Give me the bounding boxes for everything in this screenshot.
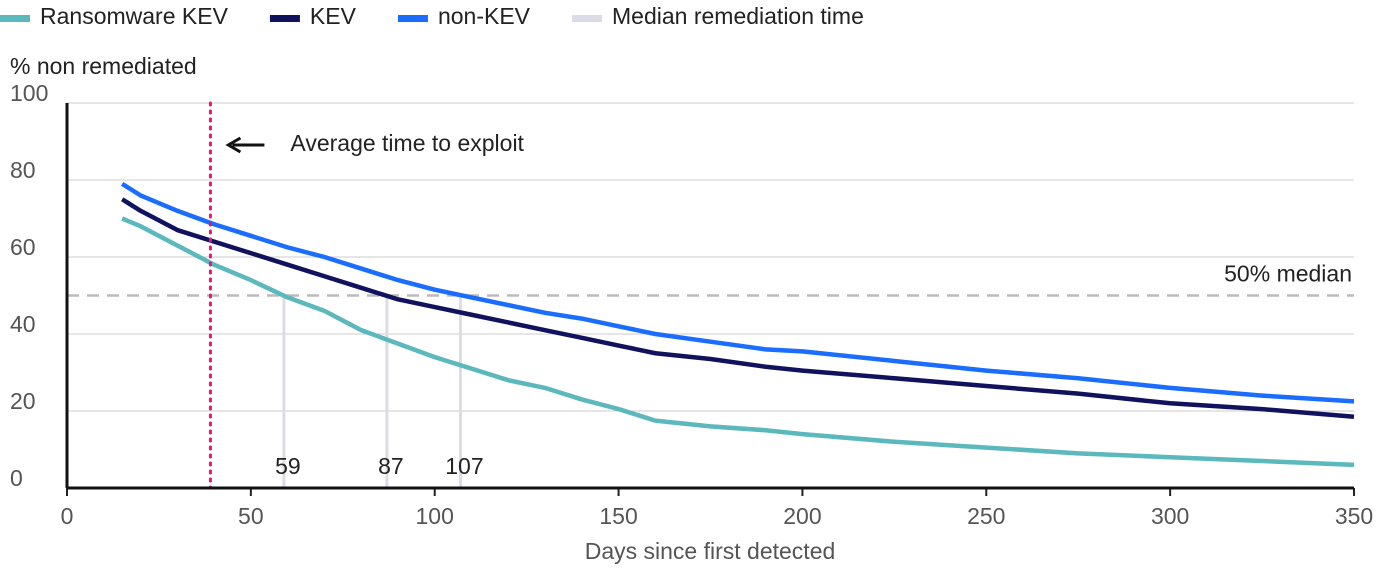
legend-swatch [269,15,300,22]
exploit-label: Average time to exploit [290,130,524,156]
legend-swatch [572,15,603,22]
y-tick-label: 100 [10,80,48,106]
legend-swatch [0,15,30,22]
median-label: 59 [275,453,301,479]
x-tick-label: 250 [967,503,1005,529]
x-tick-label: 350 [1335,503,1373,529]
legend-label: non-KEV [438,3,531,29]
legend-label: Ransomware KEV [40,3,229,29]
x-axis-label: Days since first detected [585,538,836,564]
arrow [225,136,265,154]
x-tick-label: 300 [1151,503,1189,529]
x-tick-label: 0 [61,503,74,529]
y-tick-label: 20 [10,388,36,414]
y-tick-label: 0 [10,465,23,491]
legend-label: KEV [310,3,357,29]
x-tick-label: 200 [783,503,821,529]
series-line [121,216,1355,468]
legend-swatch [397,15,428,22]
y-tick-label: 60 [10,234,36,260]
legend-label: Median remediation time [612,3,864,29]
x-tick-label: 150 [599,503,637,529]
series-line [120,181,1355,404]
y-tick-label: 40 [10,311,36,337]
y-axis-label: % non remediated [10,53,197,79]
x-tick-label: 100 [416,503,454,529]
y-tick-label: 80 [10,157,36,183]
x-tick-label: 50 [238,503,264,529]
series-line [120,197,1355,420]
median-label: 107 [445,453,483,479]
median-label: 87 [378,453,404,479]
median-level-label: 50% median [1224,261,1352,287]
